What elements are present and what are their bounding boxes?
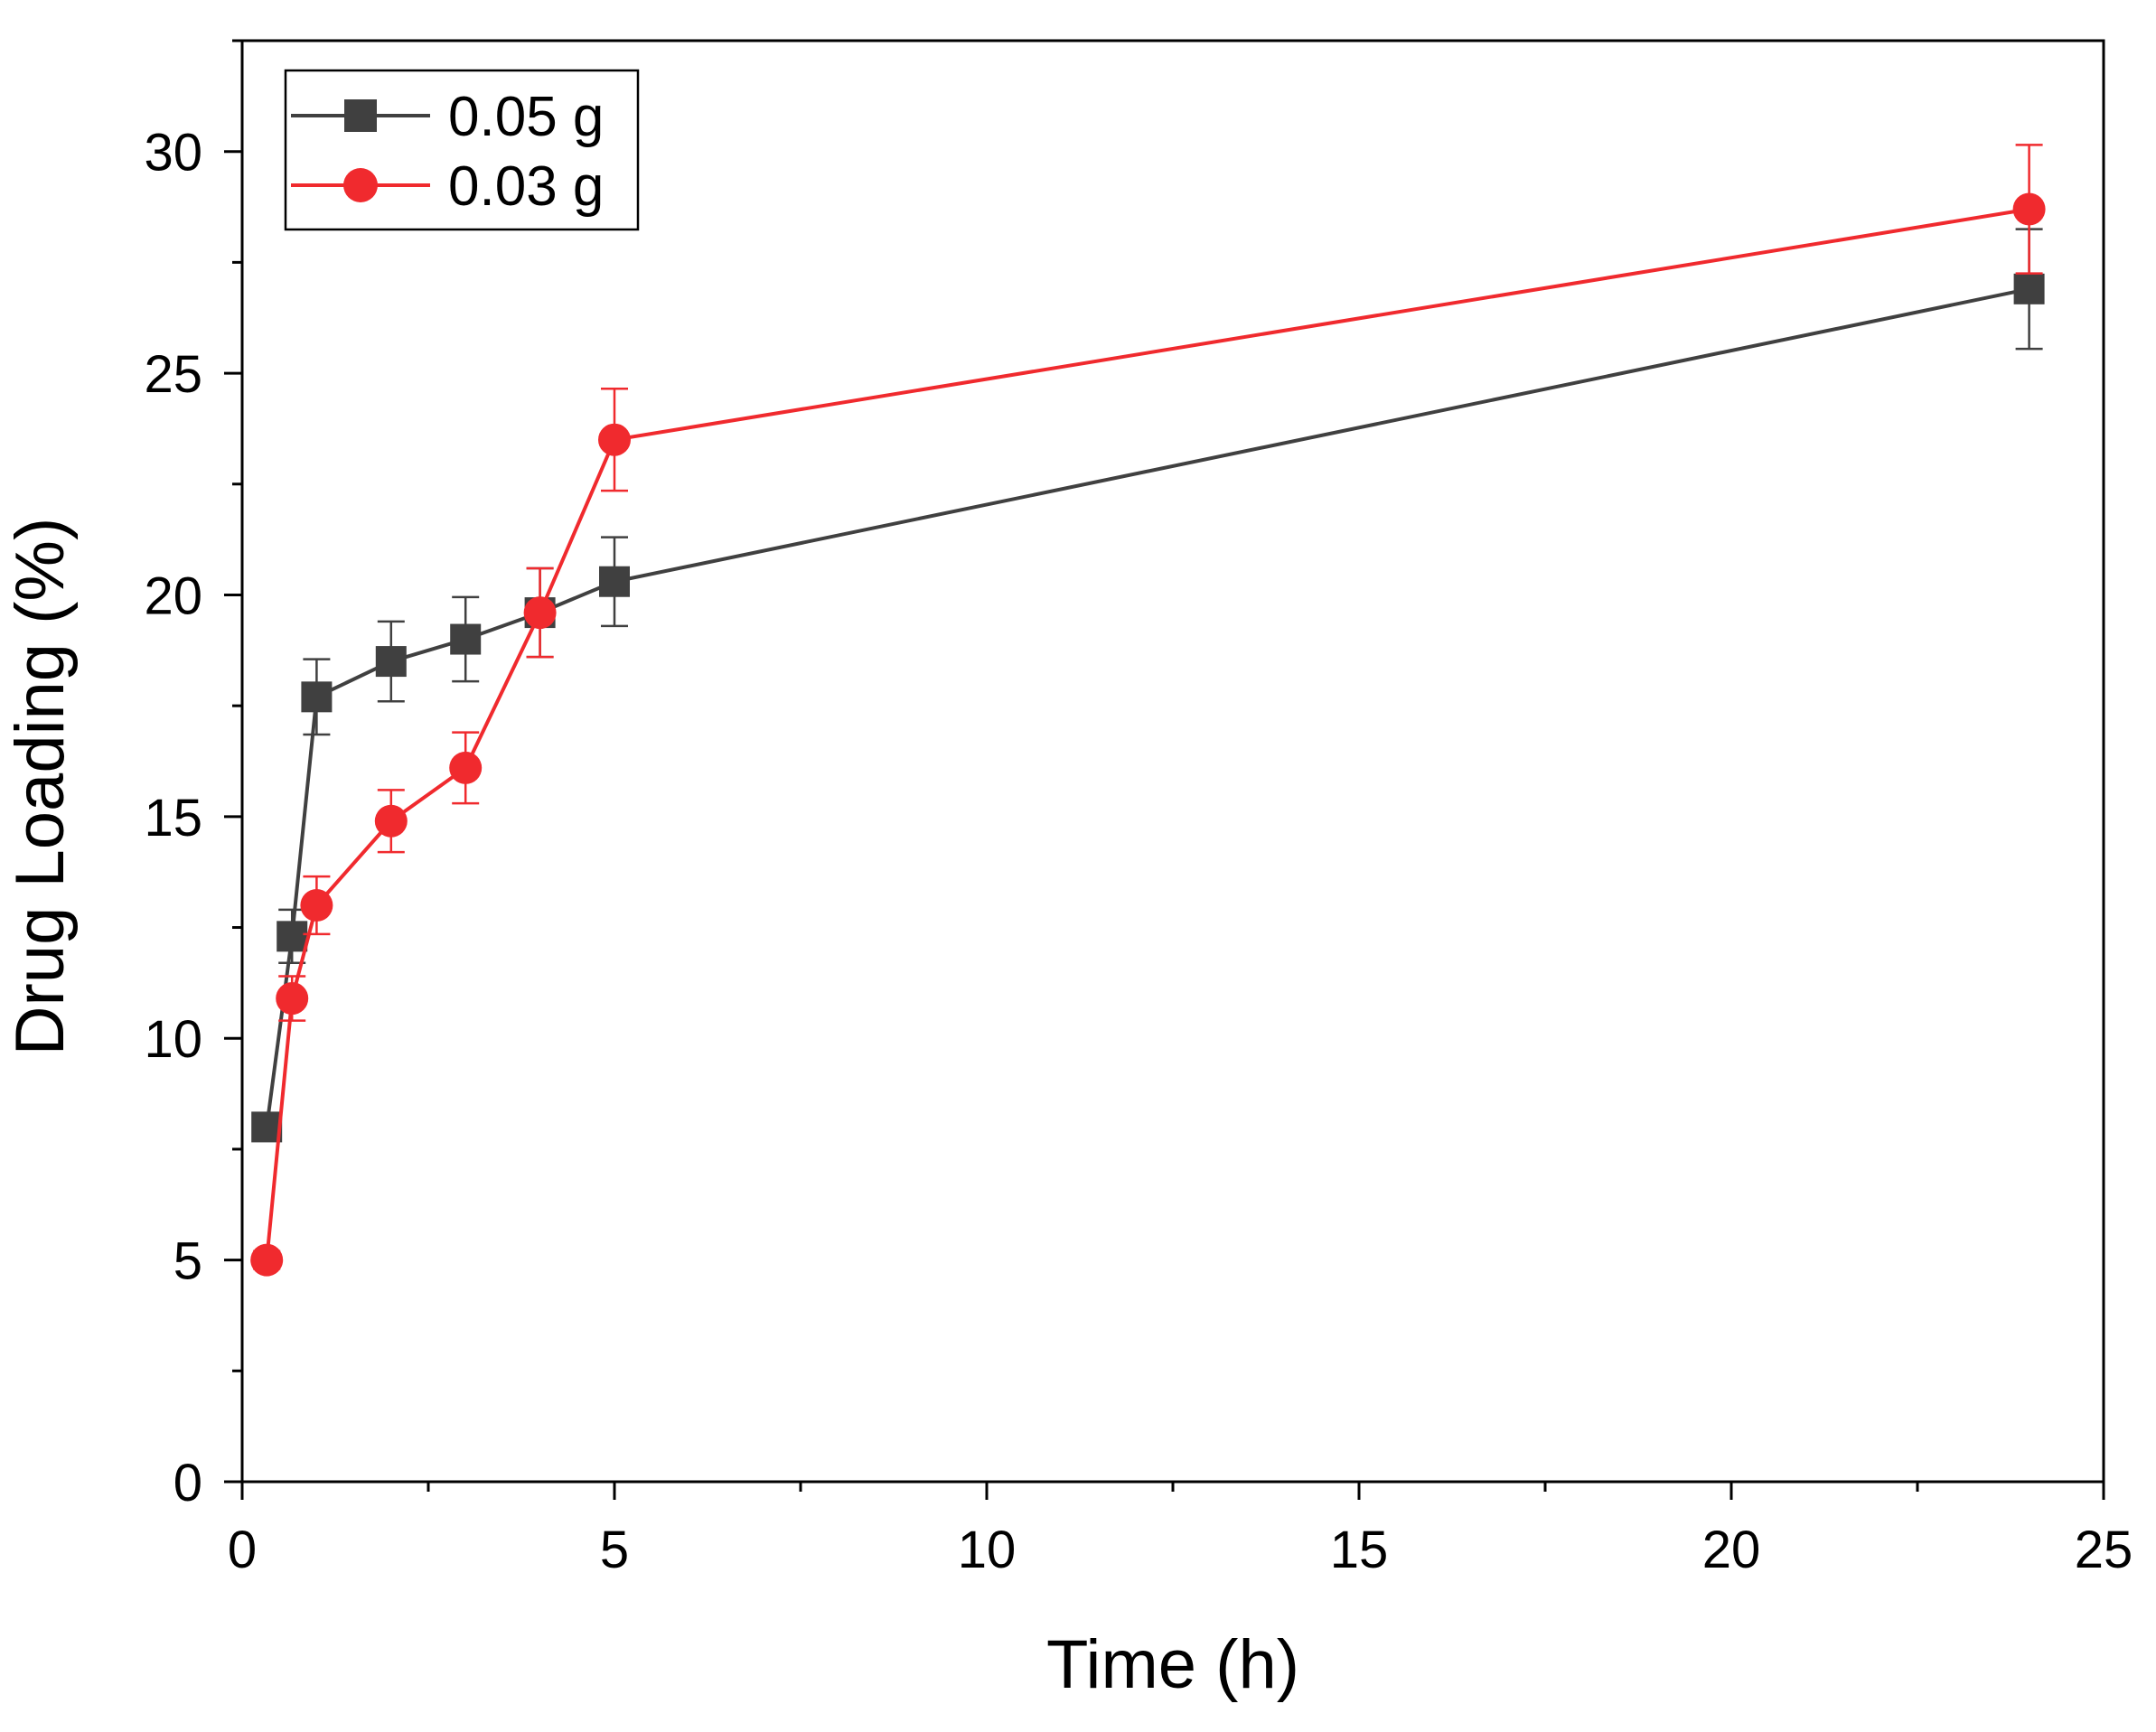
y-tick-label-20: 20 [144,566,202,625]
y-tick-label-0: 0 [173,1454,202,1512]
legend-box [284,69,640,231]
data-point-square [375,646,407,678]
x-tick-label-25: 25 [2075,1521,2133,1579]
data-point-circle [523,596,557,630]
data-point-circle [2012,192,2046,226]
data-point-circle [300,889,333,922]
y-tick-label-25: 25 [144,345,202,404]
legend-entry-0-05-g: 0.05 g [291,86,604,148]
legend: 0.05 g 0.03 g [284,69,640,231]
legend-marker-square [344,99,377,132]
data-point-circle [449,751,483,784]
legend-marker-circle [343,168,378,202]
data-point-square [450,623,482,655]
y-tick-label-5: 5 [173,1232,202,1291]
y-tick-label-10: 10 [144,1010,202,1069]
data-point-square [277,921,308,952]
x-tick-label-20: 20 [1702,1521,1761,1579]
data-point-square [2013,273,2045,304]
series-0-03-g [250,144,2046,1277]
y-tick-label-15: 15 [144,789,202,847]
x-tick-label-0: 0 [228,1521,257,1579]
x-tick-label-15: 15 [1330,1521,1389,1579]
x-tick-label-5: 5 [600,1521,629,1579]
data-point-square [599,566,630,597]
axis-ticks: 0 5 10 15 20 25 0 5 10 15 20 25 30 [144,39,2133,1579]
data-point-circle [374,804,408,838]
data-point-circle [276,982,309,1016]
y-axis-title: Drug Loading (%) [2,518,79,1056]
legend-entry-0-03-g: 0.03 g [291,155,604,218]
x-tick-label-10: 10 [958,1521,1017,1579]
data-point-square [301,681,333,713]
legend-label-0-03-g: 0.03 g [448,155,604,218]
data-series [250,144,2046,1277]
x-axis-title: Time (h) [1046,1626,1299,1703]
y-tick-label-30: 30 [144,124,202,183]
legend-label-0-05-g: 0.05 g [448,86,604,148]
data-point-circle [598,423,631,456]
data-point-circle [250,1243,284,1277]
